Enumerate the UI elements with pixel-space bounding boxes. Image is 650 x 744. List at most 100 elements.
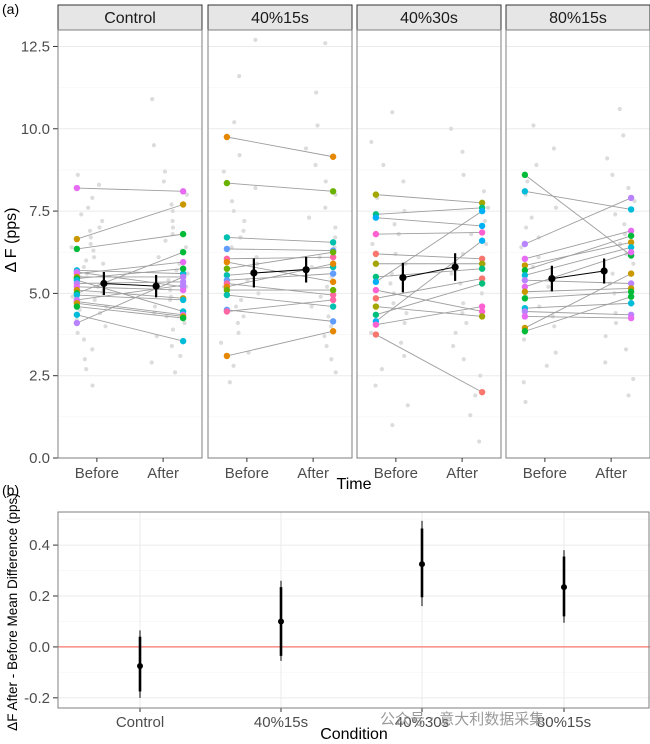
mean-connector	[551, 270, 605, 280]
x-tick-label-after: After	[595, 465, 627, 482]
background-point-before	[253, 37, 258, 42]
background-point-before	[551, 146, 557, 151]
participant-point-after	[478, 255, 486, 263]
mean-difference-point	[278, 618, 284, 625]
background-point-after	[477, 439, 482, 444]
participant-line	[375, 210, 483, 283]
participant-line	[375, 194, 483, 204]
participant-point-after	[179, 249, 187, 256]
participant-line	[76, 187, 184, 192]
background-point-after	[322, 334, 327, 339]
background-point-before	[241, 314, 246, 319]
participant-point-after	[478, 222, 486, 230]
participant-line	[524, 190, 632, 210]
participant-line	[524, 230, 632, 260]
background-point-after	[329, 357, 334, 362]
background-point-after	[461, 172, 466, 177]
x-tick-label-before: Before	[374, 465, 418, 482]
background-point-before	[553, 350, 558, 355]
participant-point-before	[73, 303, 81, 310]
participant-line	[76, 281, 184, 284]
participant-point-before	[372, 331, 380, 338]
participant-point-after	[478, 308, 486, 315]
background-point-after	[172, 370, 178, 375]
background-point-after	[461, 357, 466, 362]
mean-difference-point	[561, 584, 567, 591]
x-tick-label: Control	[116, 714, 164, 731]
participant-point-after	[627, 194, 635, 202]
background-point-after	[605, 156, 610, 161]
background-point-after	[323, 41, 328, 46]
participant-line	[375, 334, 483, 393]
background-point-before	[87, 228, 93, 233]
background-point-after	[323, 205, 328, 210]
participant-line	[375, 217, 483, 227]
background-point-before	[370, 241, 375, 247]
participant-point-before	[73, 311, 81, 318]
participant-point-after	[329, 239, 337, 246]
participant-line	[226, 256, 334, 260]
participant-point-before	[372, 286, 380, 294]
background-point-after	[626, 185, 631, 191]
participant-point-after	[179, 337, 187, 345]
participant-point-before	[521, 255, 529, 263]
participant-point-before	[521, 277, 529, 284]
participant-line	[375, 306, 483, 326]
condition-Control: Control	[116, 630, 164, 731]
background-point-after	[324, 343, 329, 349]
participant-point-after	[329, 303, 337, 310]
participant-point-before	[73, 184, 81, 192]
mean-point-after	[600, 267, 608, 275]
participant-line	[226, 309, 334, 322]
background-point-after	[478, 373, 483, 378]
participant-point-after	[478, 260, 486, 267]
background-point-before	[70, 294, 75, 299]
background-point-after	[460, 149, 465, 154]
background-point-before	[391, 301, 396, 306]
panel-b-plot: -0.2 0.0 0.2 0.4 Control 40%15s 40%30s 80%15s	[24, 511, 650, 731]
condition-40%15s: 40%15s	[254, 580, 308, 731]
participant-point-before	[521, 267, 529, 274]
participant-line	[76, 301, 184, 316]
background-point-before	[88, 235, 93, 240]
mean-connector	[253, 269, 307, 274]
background-point-before	[100, 218, 105, 224]
participant-point-before	[372, 273, 380, 281]
background-point-before	[529, 215, 534, 220]
facet-40%30s: 40%30s Before After	[356, 4, 502, 482]
facet-strip	[207, 4, 353, 31]
x-tick-label-before: Before	[523, 465, 567, 482]
background-point-before	[553, 205, 559, 210]
panel-b-y-tick-label: 0.4	[29, 537, 50, 554]
x-tick-label: 40%15s	[254, 714, 308, 731]
participant-point-before	[223, 291, 231, 299]
participant-line	[375, 207, 483, 215]
participant-point-after	[478, 265, 486, 272]
participant-point-before	[521, 283, 529, 290]
background-point-before	[236, 330, 241, 335]
background-point-after	[314, 90, 319, 95]
mean-point-before	[100, 279, 108, 288]
background-point-before	[405, 403, 410, 408]
participant-line	[226, 273, 334, 281]
facet-strip-label: 40%15s	[251, 10, 309, 27]
background-point-after	[185, 271, 190, 276]
background-point-after	[169, 343, 174, 349]
background-point-after	[303, 146, 309, 151]
mean-point-after	[152, 282, 160, 290]
participant-line	[226, 283, 334, 296]
background-point-after	[482, 218, 487, 224]
background-point-after	[603, 334, 608, 339]
participant-point-after	[627, 244, 635, 251]
background-point-after	[151, 143, 157, 148]
background-point-after	[621, 133, 626, 138]
background-point-after	[318, 294, 323, 299]
background-point-after	[315, 123, 320, 128]
participant-line	[76, 314, 184, 342]
background-point-after	[324, 284, 330, 289]
participant-point-after	[329, 249, 337, 256]
participant-point-before	[223, 133, 231, 141]
participant-point-before	[223, 265, 231, 272]
background-point-after	[612, 291, 617, 296]
